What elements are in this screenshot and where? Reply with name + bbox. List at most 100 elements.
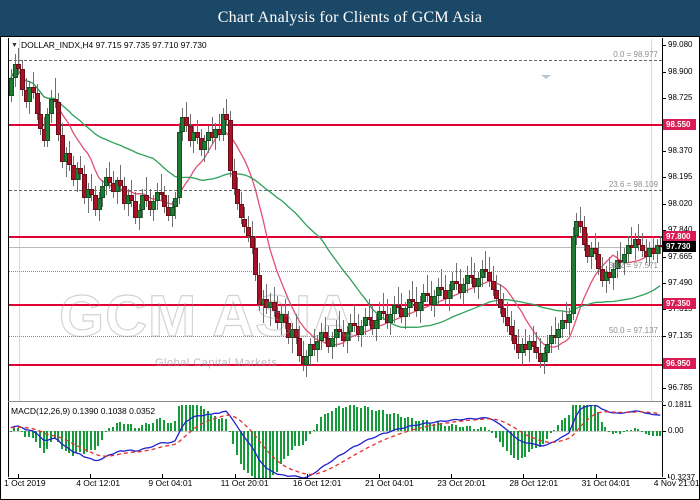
macd-histogram-bar — [389, 414, 392, 432]
candlestick — [439, 39, 445, 401]
time-tick-label: 21 Oct 04:01 — [365, 478, 414, 488]
candle-body-bullish — [315, 341, 321, 351]
candlestick — [143, 39, 149, 401]
pane-resize-caret-icon[interactable] — [541, 75, 551, 79]
candle-body-bullish — [556, 329, 562, 339]
candlestick — [465, 39, 470, 401]
macd-histogram-bar — [619, 431, 622, 434]
macd-histogram-bar — [535, 431, 538, 448]
candle-body-bearish — [297, 338, 303, 357]
macd-histogram-bar — [349, 405, 352, 432]
fibonacci-label: 23.6 = 98.109 — [608, 180, 658, 190]
price-tick-label: 98.900 — [663, 67, 692, 77]
price-badge[interactable]: 96.950 — [663, 358, 696, 370]
price-badge[interactable]: 97.800 — [663, 230, 696, 242]
candlestick — [308, 39, 314, 401]
candle-wick — [536, 332, 538, 360]
candle-body-bullish — [559, 320, 565, 330]
candlestick — [567, 39, 573, 401]
price-tick-label: 98.020 — [663, 199, 692, 209]
candle-body-bullish — [45, 113, 51, 141]
fibonacci-line[interactable] — [9, 60, 662, 62]
macd-histogram-bar — [370, 409, 373, 432]
candle-body-bearish — [486, 272, 492, 282]
price-badge[interactable]: 98.550 — [663, 118, 696, 130]
candle-wick — [339, 311, 341, 339]
macd-histogram-bar — [345, 406, 348, 432]
macd-histogram-bar — [476, 428, 479, 432]
candle-body-bearish — [89, 188, 95, 195]
candle-body-bearish — [38, 113, 44, 129]
macd-histogram-bar — [243, 431, 246, 470]
candlestick — [410, 39, 416, 401]
macd-histogram-bar — [392, 413, 395, 432]
macd-histogram-bar — [210, 414, 213, 432]
macd-histogram-bar — [611, 431, 614, 434]
macd-histogram-bar — [68, 431, 71, 453]
candle-wick — [87, 182, 89, 213]
macd-histogram-bar — [225, 419, 228, 432]
macd-histogram-bar — [305, 431, 308, 442]
macd-histogram-bar — [531, 431, 534, 450]
candlestick — [406, 39, 412, 401]
candle-wick — [80, 155, 82, 180]
candlestick — [494, 39, 500, 401]
macd-histogram-bar — [385, 413, 388, 432]
macd-histogram-bar — [254, 431, 257, 478]
candle-body-bearish — [534, 347, 540, 354]
candlestick — [417, 39, 423, 401]
macd-histogram-bar — [137, 428, 140, 432]
candlestick — [610, 39, 616, 401]
candle-body-bullish — [432, 296, 438, 306]
candle-body-bullish — [479, 269, 485, 279]
candle-body-bullish — [450, 281, 456, 291]
candlestick — [486, 39, 492, 401]
candle-body-bullish — [136, 209, 142, 219]
macd-histogram-bar — [381, 410, 384, 432]
macd-histogram-bar — [283, 431, 286, 459]
macd-histogram-bar — [166, 423, 169, 432]
candlestick — [195, 39, 201, 401]
candle-body-bullish — [114, 179, 120, 192]
price-level-line[interactable] — [9, 363, 662, 366]
candlestick — [377, 39, 383, 401]
macd-axis[interactable]: 0.1811 0.00 -0.3237 — [663, 400, 700, 482]
macd-histogram-bar — [126, 423, 129, 432]
macd-histogram-bar — [586, 405, 589, 432]
candle-body-bearish — [439, 287, 445, 291]
candlestick — [235, 39, 241, 401]
price-axis[interactable]: 99.080 98.900 98.725 98.550 98.370 98.195 98.0… — [663, 38, 700, 478]
candlestick — [446, 39, 452, 401]
candlestick — [56, 39, 62, 401]
macd-histogram-bar — [440, 422, 443, 432]
candle-body-bullish — [625, 245, 631, 255]
candle-body-bearish — [578, 221, 584, 228]
candle-body-bearish — [235, 188, 241, 204]
macd-histogram-bar — [31, 431, 34, 438]
macd-histogram-bar — [250, 431, 253, 477]
plot-outline — [8, 38, 663, 477]
collapse-icon[interactable]: ▼ — [11, 41, 18, 49]
macd-histogram-bar — [195, 405, 198, 432]
candle-body-bearish — [118, 179, 124, 186]
candle-body-bullish — [574, 221, 580, 237]
candlestick — [508, 39, 514, 401]
candlestick — [282, 39, 288, 401]
price-badge[interactable]: 97.350 — [663, 298, 696, 310]
candle-body-bullish — [402, 308, 408, 318]
macd-histogram-bar — [101, 431, 104, 440]
candlestick — [220, 39, 226, 401]
macd-histogram-bar — [553, 429, 556, 432]
candlestick — [545, 39, 551, 401]
macd-histogram-bar — [454, 424, 457, 432]
candle-body-bearish — [143, 194, 149, 201]
candle-body-bullish — [421, 293, 427, 303]
macd-histogram-bar — [330, 411, 333, 432]
candlestick — [395, 39, 401, 401]
macd-histogram-bar — [268, 431, 271, 478]
price-tick-label: 98.370 — [663, 146, 692, 156]
macd-histogram-bar — [82, 431, 85, 455]
candlestick — [625, 39, 631, 401]
price-badge[interactable]: 97.730 — [663, 241, 696, 253]
candle-wick — [120, 164, 122, 192]
